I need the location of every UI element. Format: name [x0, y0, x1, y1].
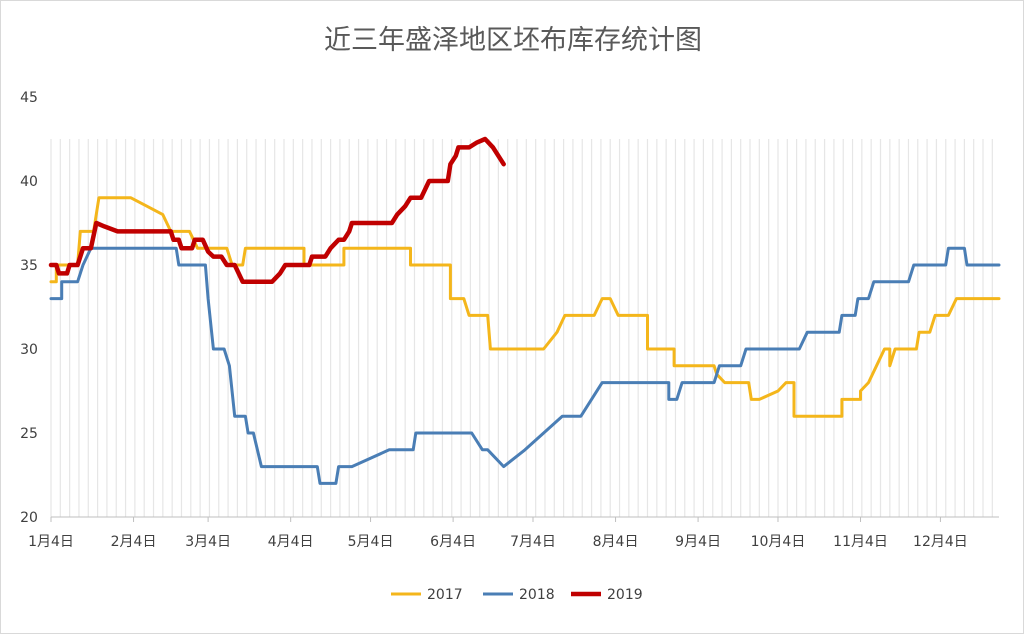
- legend-label-2018: 2018: [519, 587, 555, 603]
- y-axis-ticks: 20 25 30 35 40 45: [20, 90, 38, 526]
- vertical-grid-bars: [50, 139, 993, 517]
- x-tick-label: 4月4日: [268, 534, 314, 550]
- x-axis-ticks: 1月4日 2月4日 3月4日 4月4日 5月4日 6月4日 7月4日 8月4日 9月4日 10月4…: [28, 517, 968, 550]
- x-tick-label: 6月4日: [430, 534, 476, 550]
- x-tick-label: 8月4日: [593, 534, 639, 550]
- series-line-2017: [49, 196, 1001, 418]
- y-tick-label: 30: [20, 342, 38, 358]
- legend: 2017 2018 2019: [391, 587, 643, 603]
- series-lines: [48, 136, 1001, 485]
- y-tick-label: 45: [20, 90, 38, 106]
- x-tick-label: 10月4日: [751, 534, 806, 550]
- legend-label-2019: 2019: [607, 587, 643, 603]
- legend-label-2017: 2017: [427, 587, 463, 603]
- x-tick-label: 1月4日: [28, 534, 74, 550]
- series-line-2019: [48, 136, 506, 285]
- y-tick-label: 35: [20, 258, 38, 274]
- x-tick-label: 11月4日: [833, 534, 888, 550]
- x-tick-label: 12月4日: [913, 534, 968, 550]
- x-tick-label: 7月4日: [510, 534, 556, 550]
- x-tick-label: 9月4日: [675, 534, 721, 550]
- y-tick-label: 20: [20, 510, 38, 526]
- x-tick-label: 2月4日: [111, 534, 157, 550]
- y-tick-label: 40: [20, 174, 38, 190]
- x-tick-label: 3月4日: [185, 534, 231, 550]
- y-tick-label: 25: [20, 426, 38, 442]
- chart-title: 近三年盛泽地区坯布库存统计图: [324, 25, 702, 56]
- x-tick-label: 5月4日: [348, 534, 394, 550]
- series-line-2018: [49, 246, 1001, 485]
